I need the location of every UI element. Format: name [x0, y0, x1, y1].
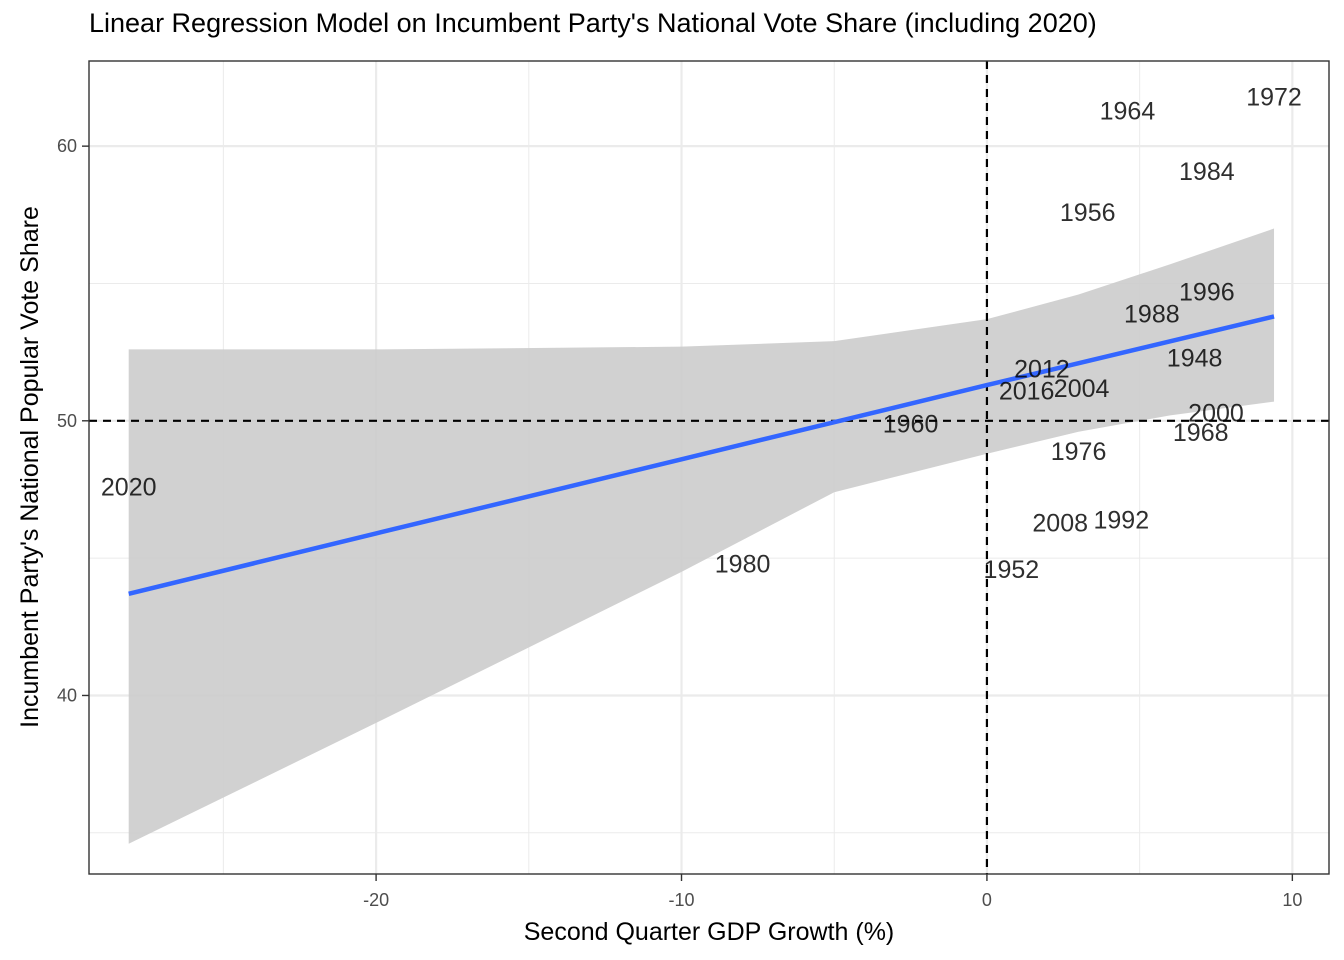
point-label: 1984 — [1179, 158, 1235, 186]
point-label: 1952 — [984, 556, 1040, 584]
regression-line-layer — [128, 314, 1275, 597]
point-label: 1964 — [1100, 97, 1156, 125]
x-tick-label: -10 — [669, 890, 695, 910]
regression-line — [128, 314, 1275, 597]
point-label: 1960 — [883, 411, 939, 439]
point-label: 2020 — [101, 474, 157, 502]
plot-border — [88, 60, 1330, 875]
x-axis-title: Second Quarter GDP Growth (%) — [524, 918, 895, 946]
point-label: 2012 — [1014, 356, 1070, 384]
y-axis-title: Incumbent Party's National Popular Vote … — [16, 206, 44, 728]
reference-lines — [89, 61, 1329, 874]
point-label: 2008 — [1032, 509, 1088, 537]
point-label: 1948 — [1167, 345, 1223, 373]
x-tick-label: -20 — [363, 890, 389, 910]
point-label: 1980 — [715, 551, 771, 579]
axes: -20 -10 0 10 40 50 60 — [57, 136, 1302, 910]
point-label: 2004 — [1054, 375, 1110, 403]
point-labels: 1948 1952 1956 1960 1964 1968 1972 1976 1980 1984… — [101, 84, 1302, 584]
point-label: 1976 — [1051, 438, 1107, 466]
point-label: 1972 — [1246, 84, 1302, 112]
confidence-band-layer — [128, 228, 1275, 844]
point-label: 1956 — [1060, 199, 1116, 227]
point-label: 1968 — [1173, 419, 1229, 447]
point-label: 1996 — [1179, 279, 1235, 307]
point-label: 2016 — [999, 378, 1055, 406]
confidence-band — [128, 228, 1275, 844]
y-tick-label: 50 — [57, 411, 77, 431]
x-tick-label: 10 — [1282, 890, 1302, 910]
chart-title: Linear Regression Model on Incumbent Par… — [89, 8, 1097, 38]
x-tick-label: 0 — [982, 890, 992, 910]
y-tick-label: 40 — [57, 685, 77, 705]
point-label: 1988 — [1124, 301, 1180, 329]
point-label: 2000 — [1188, 400, 1244, 428]
y-tick-label: 60 — [57, 136, 77, 156]
point-label: 1992 — [1094, 507, 1150, 535]
